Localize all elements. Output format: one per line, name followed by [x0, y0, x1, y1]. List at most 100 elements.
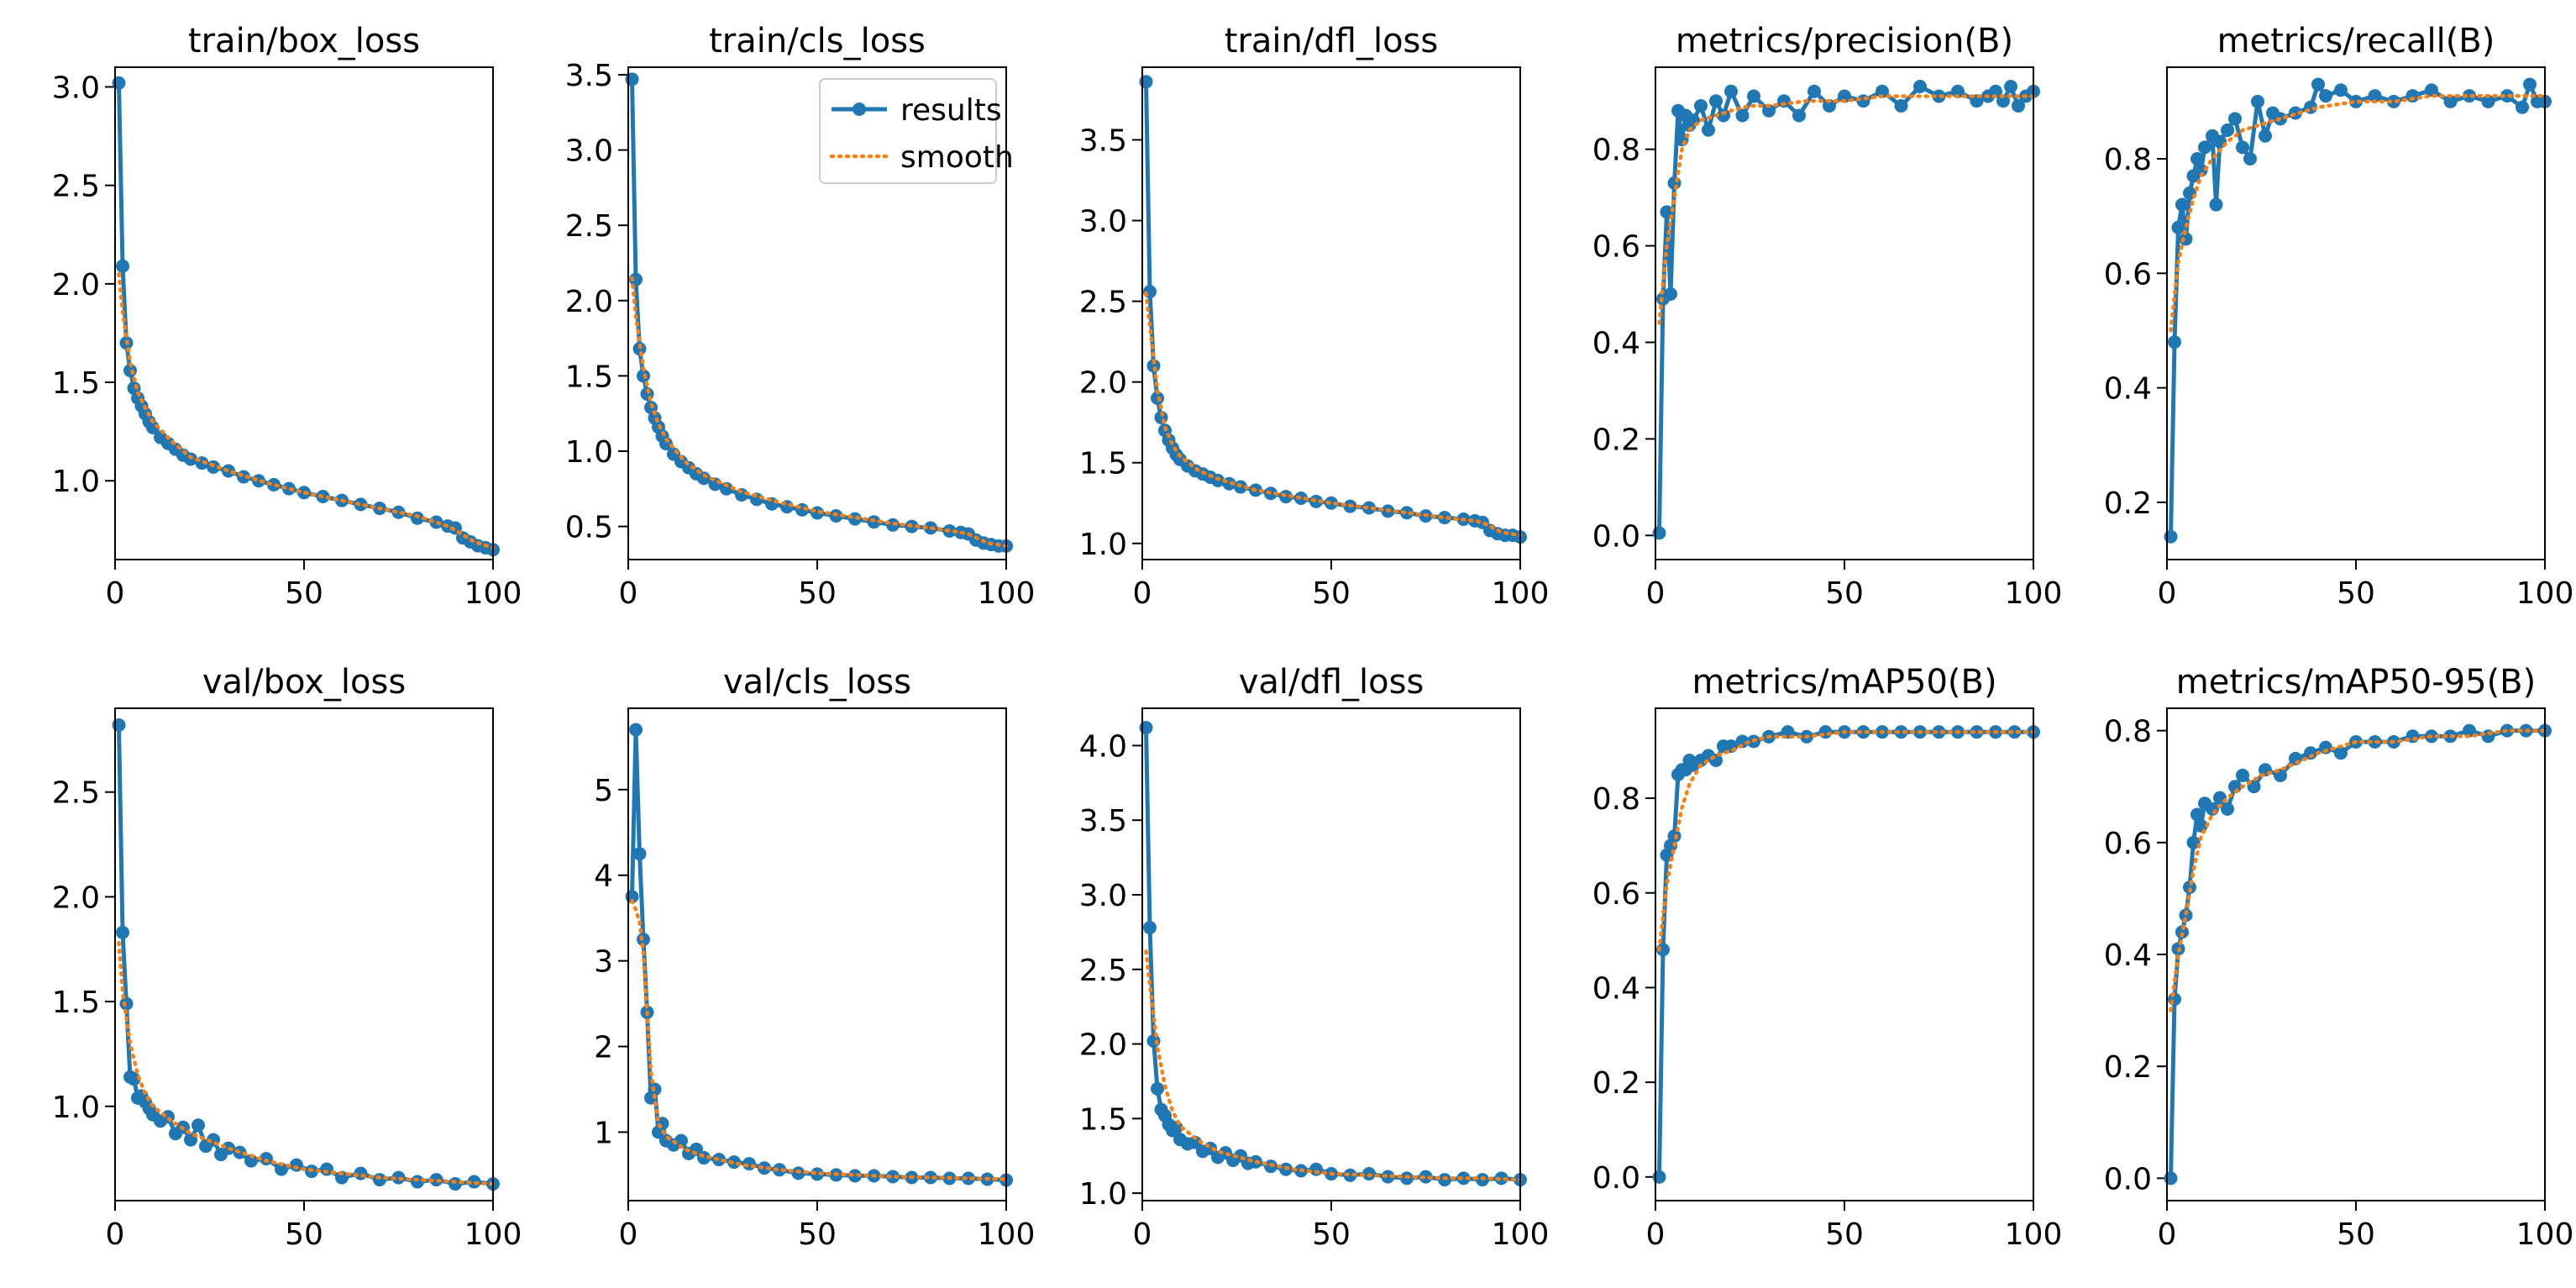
- results-point: [373, 1173, 386, 1187]
- results-line: [117, 82, 494, 552]
- results-point: [1702, 123, 1715, 137]
- y-tick-label: 2.0: [52, 268, 100, 302]
- y-tick-label: 0.8: [2104, 715, 2152, 749]
- subplot-title: metrics/precision(B): [1676, 22, 2013, 60]
- x-tick-label: 100: [978, 1217, 1036, 1252]
- y-tick-label: 0.4: [2104, 938, 2152, 973]
- results-point: [886, 518, 900, 532]
- y-tick-label: 2.0: [52, 881, 100, 915]
- y-tick-label: 2.5: [565, 209, 613, 244]
- y-tick-label: 3.5: [1079, 124, 1127, 158]
- y-tick-label: 4.0: [1079, 729, 1127, 764]
- x-tick-label: 0: [1646, 576, 1666, 611]
- results-point: [1143, 921, 1157, 935]
- y-tick-label: 0.6: [1592, 230, 1640, 265]
- results-point: [2168, 335, 2181, 350]
- y-tick-label: 3: [594, 945, 613, 980]
- results-point: [1807, 84, 1821, 98]
- axes-frame: [1655, 707, 2034, 1201]
- results-point: [1894, 725, 1908, 739]
- x-tick-label: 50: [285, 1217, 323, 1252]
- y-tick-label: 2.0: [565, 285, 613, 319]
- results-point: [1151, 1081, 1164, 1096]
- results-point: [625, 72, 639, 87]
- subplot-title: val/dfl_loss: [1239, 663, 1424, 702]
- results-point: [2425, 83, 2438, 97]
- results-point: [2349, 94, 2363, 108]
- results-point: [773, 1163, 786, 1177]
- results-point: [2007, 725, 2022, 739]
- results-point: [2463, 89, 2476, 103]
- x-tick-label: 100: [2516, 576, 2574, 611]
- results-point: [244, 1154, 258, 1168]
- results-point: [2251, 94, 2264, 108]
- results-point: [629, 272, 643, 287]
- x-tick-label: 0: [619, 576, 638, 611]
- results-point: [2198, 140, 2211, 155]
- y-tick-label: 1.0: [565, 435, 613, 470]
- y-tick-label: 0.4: [1592, 971, 1640, 1006]
- results-point: [2319, 89, 2332, 103]
- results-point: [811, 1167, 824, 1181]
- axes-frame: [1141, 707, 1521, 1201]
- results-line: [1144, 728, 1521, 1182]
- results-point: [1762, 103, 1776, 118]
- smooth-line: [630, 276, 1009, 549]
- results-line: [1657, 84, 2035, 534]
- results-point: [161, 1110, 175, 1124]
- results-point: [2463, 723, 2476, 738]
- results-point: [1717, 108, 1730, 123]
- results-point: [2164, 529, 2178, 544]
- results-point: [1777, 94, 1791, 108]
- subplot-10: metrics/mAP50-95(B) 0.0 0.2 0.4 0.6 0.8 0 50 100: [2104, 663, 2574, 1252]
- smooth-line: [1657, 729, 2036, 952]
- axes-frame: [1655, 66, 2034, 560]
- smooth-line: [117, 941, 496, 1186]
- results-point: [1381, 1170, 1395, 1184]
- x-tick-label: 100: [2005, 1217, 2063, 1252]
- results-point: [112, 718, 126, 732]
- results-point: [2368, 89, 2382, 103]
- results-point: [2236, 140, 2249, 155]
- y-tick-label: 0.8: [1592, 782, 1640, 817]
- results-point: [1325, 496, 1338, 510]
- y-tick-label: 3.0: [1079, 879, 1127, 913]
- y-tick-label: 1.5: [52, 986, 100, 1020]
- results-point: [2443, 94, 2458, 108]
- results-point: [1146, 359, 1161, 373]
- x-tick-label: 50: [285, 576, 323, 611]
- subplot-title: val/cls_loss: [723, 663, 911, 702]
- results-point: [1838, 89, 1851, 103]
- x-tick-label: 100: [1492, 576, 1550, 611]
- results-point: [1996, 94, 2010, 108]
- results-line: [630, 728, 1007, 1182]
- axes-frame: [114, 707, 494, 1201]
- results-point: [1139, 721, 1153, 735]
- results-point: [1932, 725, 1946, 739]
- results-point: [2481, 729, 2495, 744]
- smooth-line: [117, 271, 496, 550]
- y-tick-label: 2: [594, 1031, 613, 1065]
- results-point: [411, 1175, 424, 1189]
- y-tick-label: 0.2: [2104, 1050, 2152, 1085]
- y-tick-label: 2.0: [1079, 1028, 1127, 1063]
- results-line: [2169, 728, 2545, 1179]
- results-point: [1913, 79, 1927, 93]
- x-tick-label: 0: [1133, 576, 1152, 611]
- results-point: [119, 996, 134, 1011]
- subplot-8: val/dfl_loss 1.0 1.5 2.0 2.5 3.0 3.5 4.0 0 50 100: [1079, 663, 1550, 1252]
- results-line: [2169, 81, 2545, 537]
- results-point: [429, 1173, 443, 1187]
- subplot-6: val/box_loss 1.0 1.5 2.0 2.5 0 50 100: [52, 663, 522, 1252]
- results-point: [116, 925, 129, 939]
- results-point: [290, 1158, 303, 1172]
- results-point: [886, 1170, 900, 1184]
- results-point: [1419, 1170, 1433, 1184]
- smooth-line: [1144, 949, 1523, 1182]
- axes-frame: [627, 66, 1007, 560]
- legend-smooth-label: smooth: [900, 140, 1014, 175]
- subplot-2: train/cls_loss 0.5 1.0 1.5 2.0 2.5 3.0 3.5 0 50 10…: [565, 22, 1036, 611]
- results-point: [1456, 1171, 1471, 1185]
- results-point: [674, 1133, 688, 1148]
